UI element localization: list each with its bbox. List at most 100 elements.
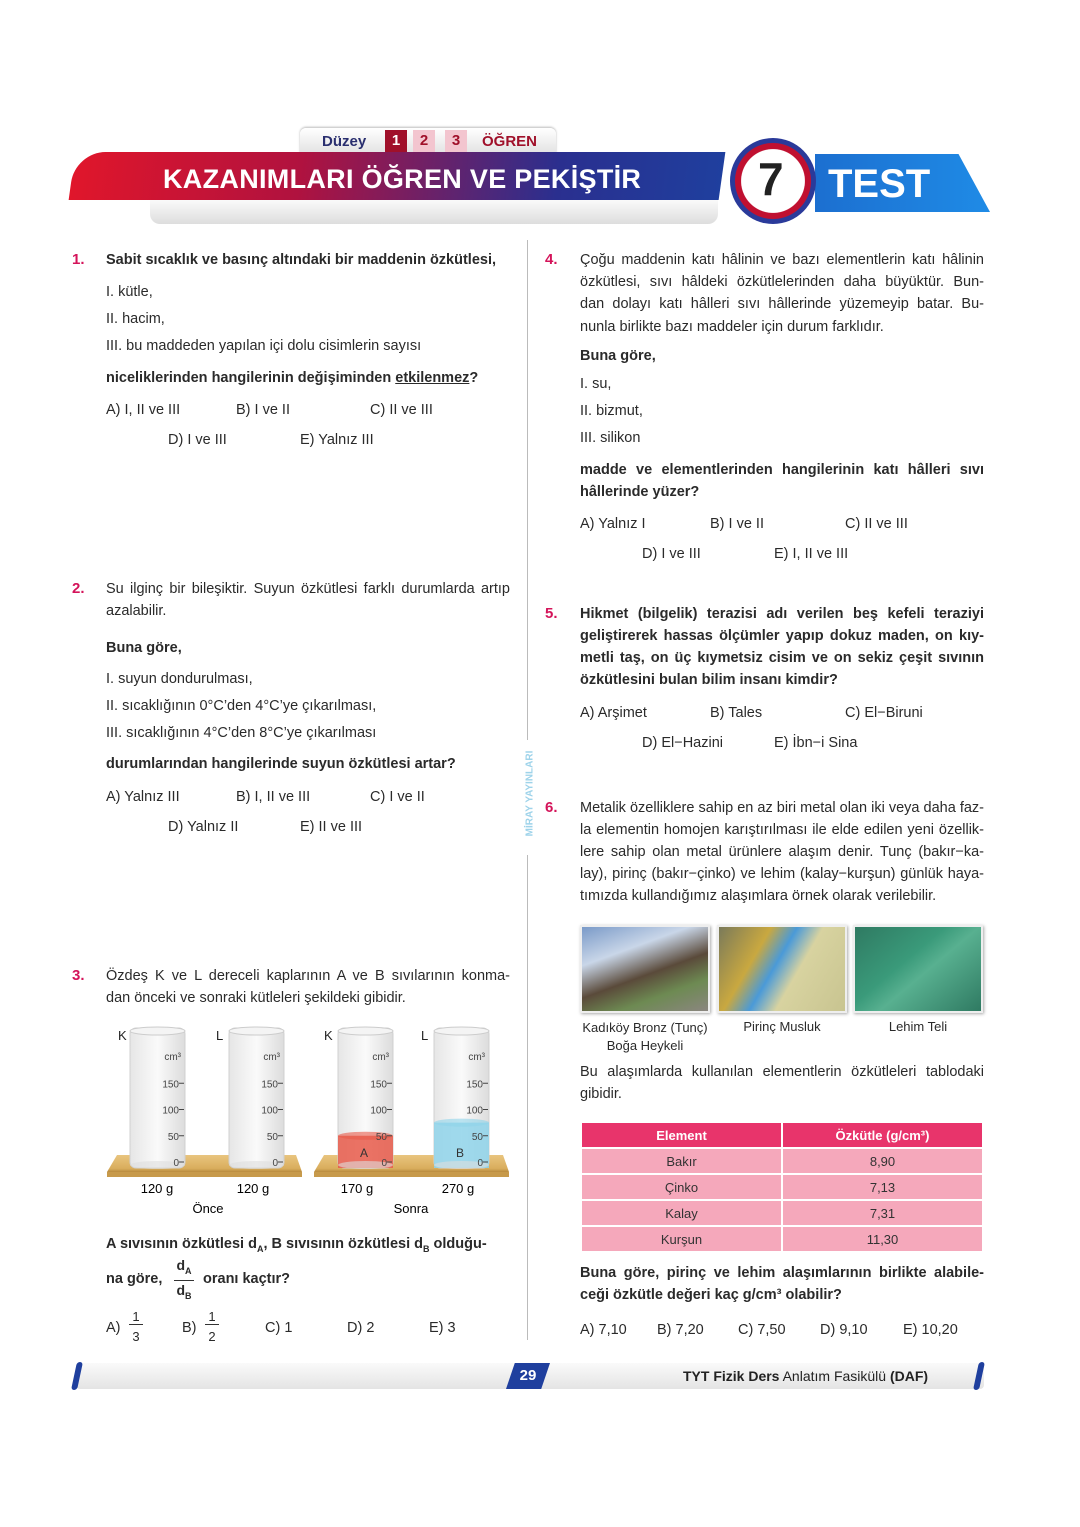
option-b[interactable]: B) Tales [710,705,763,721]
question-pre: niceliklerinden hangilerinin değişiminde… [106,370,396,386]
option-c[interactable]: C) 7,50 [738,1322,786,1338]
list-item: II. sıcaklığının 0°C’den 4°C’ye çıkarılm… [106,698,377,714]
question-text: ceği özkütle değeri kaç g/cm³ olabilir? [580,1287,842,1303]
test-label: TEST [828,162,931,206]
option-e[interactable]: E) 3 [429,1320,456,1336]
question-stem: Sabit sıcaklık ve basınç altındaki bir m… [106,252,497,268]
graduated-cylinder [228,1027,285,1169]
fraction-num: 1 [205,1309,219,1325]
scale-label: 150 [162,1079,179,1090]
option-b[interactable]: B) I, II ve III [236,789,311,805]
option-a[interactable]: A) 7,10 [580,1322,627,1338]
question-stem: Çoğu maddenin katı hâlinin ve bazı eleme… [580,252,984,268]
question-stem: la elementin homojen karıştırılması ile … [580,822,984,838]
graduated-cylinder [129,1027,186,1169]
option-e[interactable]: E) 10,20 [903,1322,958,1338]
option-e[interactable]: E) Yalnız III [300,432,374,448]
container-label: L [421,1028,428,1043]
cylinder-base [130,1161,185,1169]
question-emphasis: etkilenmez [395,370,470,386]
subscript: B [423,1243,430,1254]
option-label: A) [106,1320,121,1336]
cylinder-base [229,1161,284,1169]
solder-wire-photo [853,925,983,1013]
option-a[interactable]: A) [106,1319,121,1337]
book-name: Anlatım Fasikülü [779,1368,890,1384]
caption-before: Önce [192,1201,223,1216]
level-1: 1 [385,130,407,152]
fraction-denominator: dB [174,1281,194,1305]
test-number: 7 [758,153,784,205]
option-e[interactable]: E) II ve III [300,819,363,835]
scale-label: 50 [267,1132,279,1143]
caption-line: Boğa Heykeli [606,1038,684,1053]
banner-strip [150,200,718,224]
scale-label: 50 [472,1132,484,1143]
cell: 7,31 [783,1201,982,1225]
lead-text: Buna göre, [580,348,656,364]
fraction-den: 3 [132,1329,140,1344]
list-item: I. suyun dondurulması, [106,671,253,687]
question-stem: özkütlesini bulan bilim insanı kimdir? [580,672,838,688]
question-number: 2. [72,580,85,597]
book-series: TYT Fizik Ders [683,1368,780,1384]
list-item: III. bu maddeden yapılan içi dolu cisiml… [106,338,422,354]
option-c[interactable]: C) II ve III [370,402,433,418]
question-post: ? [469,370,479,386]
scale-label: 50 [376,1132,388,1143]
option-c[interactable]: C) El−Biruni [845,705,923,721]
table-row: Bakır 8,90 [582,1149,982,1173]
cell: Çinko [582,1175,781,1199]
scale-label: 50 [168,1132,180,1143]
q-part: A sıvısının özkütlesi d [106,1236,257,1252]
scale-label: 0 [272,1158,278,1169]
cylinder-rim [433,1026,490,1036]
question-text: madde ve elementlerinden hangilerinin ka… [580,462,984,478]
column-divider [527,855,528,1340]
option-c[interactable]: C) 1 [265,1320,293,1336]
option-e[interactable]: E) İbn−i Sina [774,735,858,751]
option-e[interactable]: E) I, II ve III [774,546,849,562]
question-number: 5. [545,605,558,622]
question-number: 6. [545,799,558,816]
option-d[interactable]: D) 2 [347,1320,375,1336]
option-a[interactable]: A) Arşimet [580,705,647,721]
option-b[interactable]: B) 7,20 [657,1322,704,1338]
option-label: B) [182,1320,197,1336]
option-c[interactable]: C) II ve III [845,516,908,532]
question-text: Buna göre, pirinç ve lehim alaşımlarının… [580,1265,984,1281]
option-b[interactable]: B) [182,1319,197,1337]
book-abbr: (DAF) [889,1368,929,1384]
question-stem: özkütlesi, sıvı hâldeki özkütlelerinden … [580,274,984,290]
cylinder-base [338,1161,393,1169]
cylinder-rim [337,1026,394,1036]
option-d[interactable]: D) 9,10 [820,1322,868,1338]
option-b[interactable]: B) I ve II [710,516,764,532]
scale-label: 0 [381,1158,387,1169]
option-a[interactable]: A) Yalnız III [106,789,180,805]
subscript: B [185,1290,192,1301]
option-c[interactable]: C) I ve II [370,789,425,805]
scale-label: 100 [261,1106,278,1117]
option-d[interactable]: D) El−Hazini [642,735,723,751]
shelf-edge [107,1172,302,1177]
question-stem: Özdeş K ve L dereceli kaplarının A ve B … [106,968,510,984]
option-b[interactable]: B) I ve II [236,402,290,418]
container-label: K [324,1028,333,1043]
question-stem: nunla birlikte bazı maddeler için durum … [580,319,884,335]
option-d[interactable]: D) I ve III [642,546,701,562]
caption-after: Sonra [394,1201,429,1216]
question-number: 1. [72,251,85,268]
cylinder-rim [129,1026,186,1036]
cell: Kalay [582,1201,781,1225]
intro-text: Bu alaşımlarda kullanılan elementlerin ö… [580,1064,984,1080]
subscript: A [256,1243,264,1254]
option-d[interactable]: D) Yalnız II [168,819,239,835]
question-line2: na göre, [106,1271,163,1287]
option-d[interactable]: D) I ve III [168,432,227,448]
container-label: K [118,1028,127,1043]
unit-label: cm³ [263,1052,280,1063]
option-a[interactable]: A) I, II ve III [106,402,181,418]
option-a[interactable]: A) Yalnız I [580,516,646,532]
question-stem: lay), pirinç (bakır−çinko) ve lehim (kal… [580,866,984,882]
